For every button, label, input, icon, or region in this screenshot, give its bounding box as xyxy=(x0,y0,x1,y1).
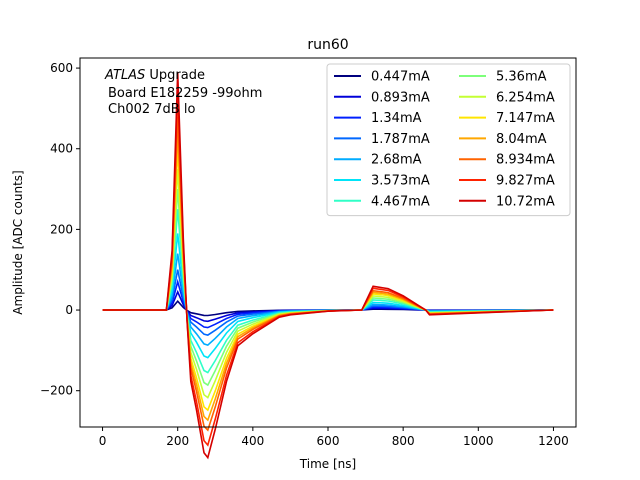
legend-frame xyxy=(326,63,571,217)
x-tick-label: 800 xyxy=(392,434,415,448)
legend-label: 8.04mA xyxy=(496,132,547,147)
legend-label: 3.573mA xyxy=(371,174,430,189)
legend-label: 10.72mA xyxy=(496,194,555,209)
legend-label: 5.36mA xyxy=(496,70,547,85)
y-tick-label: 400 xyxy=(50,142,73,156)
x-tick-label: 0 xyxy=(99,434,107,448)
chart-title: run60 xyxy=(307,37,348,53)
y-tick-label: 200 xyxy=(50,222,73,236)
legend-label: 7.147mA xyxy=(496,111,555,126)
y-axis-ticks: −200 0 200 400 600 xyxy=(40,61,80,398)
x-tick-label: 1000 xyxy=(463,434,494,448)
x-tick-label: 400 xyxy=(241,434,264,448)
legend-label: 6.254mA xyxy=(496,90,555,105)
atlas-annotation: ATLAS Upgrade Board E182259 -99ohm Ch002… xyxy=(104,68,262,117)
x-tick-label: 600 xyxy=(317,434,340,448)
x-axis-ticks: 0 200 400 600 800 1000 1200 xyxy=(99,427,569,448)
x-axis-label: Time [ns] xyxy=(299,457,356,471)
y-tick-label: −200 xyxy=(40,384,73,398)
legend-label: 8.934mA xyxy=(496,153,555,168)
y-tick-label: 600 xyxy=(50,61,73,75)
legend: 0.447mA 0.893mA 1.34mA 1.787mA 2.68mA 3.573mA… xyxy=(326,63,571,217)
legend-label: 0.893mA xyxy=(371,90,430,105)
legend-label: 4.467mA xyxy=(371,194,430,209)
series-line xyxy=(102,269,554,336)
annotation-line-2: Board E182259 -99ohm xyxy=(108,86,262,101)
legend-label: 1.34mA xyxy=(371,111,422,126)
x-tick-label: 1200 xyxy=(538,434,569,448)
annotation-line-3: Ch002 7dB lo xyxy=(108,102,195,117)
annotation-atlas: ATLAS xyxy=(104,68,145,83)
y-axis-label: Amplitude [ADC counts] xyxy=(11,170,25,314)
series-line xyxy=(102,72,554,460)
plot-content xyxy=(102,72,554,460)
annotation-upgrade: Upgrade xyxy=(145,68,205,83)
legend-label: 0.447mA xyxy=(371,70,430,85)
series-line xyxy=(102,253,554,347)
y-tick-label: 0 xyxy=(65,303,73,317)
legend-label: 9.827mA xyxy=(496,174,555,189)
annotation-line-1: ATLAS Upgrade xyxy=(104,68,205,83)
legend-label: 1.787mA xyxy=(371,132,430,147)
x-tick-label: 200 xyxy=(166,434,189,448)
legend-label: 2.68mA xyxy=(371,153,422,168)
